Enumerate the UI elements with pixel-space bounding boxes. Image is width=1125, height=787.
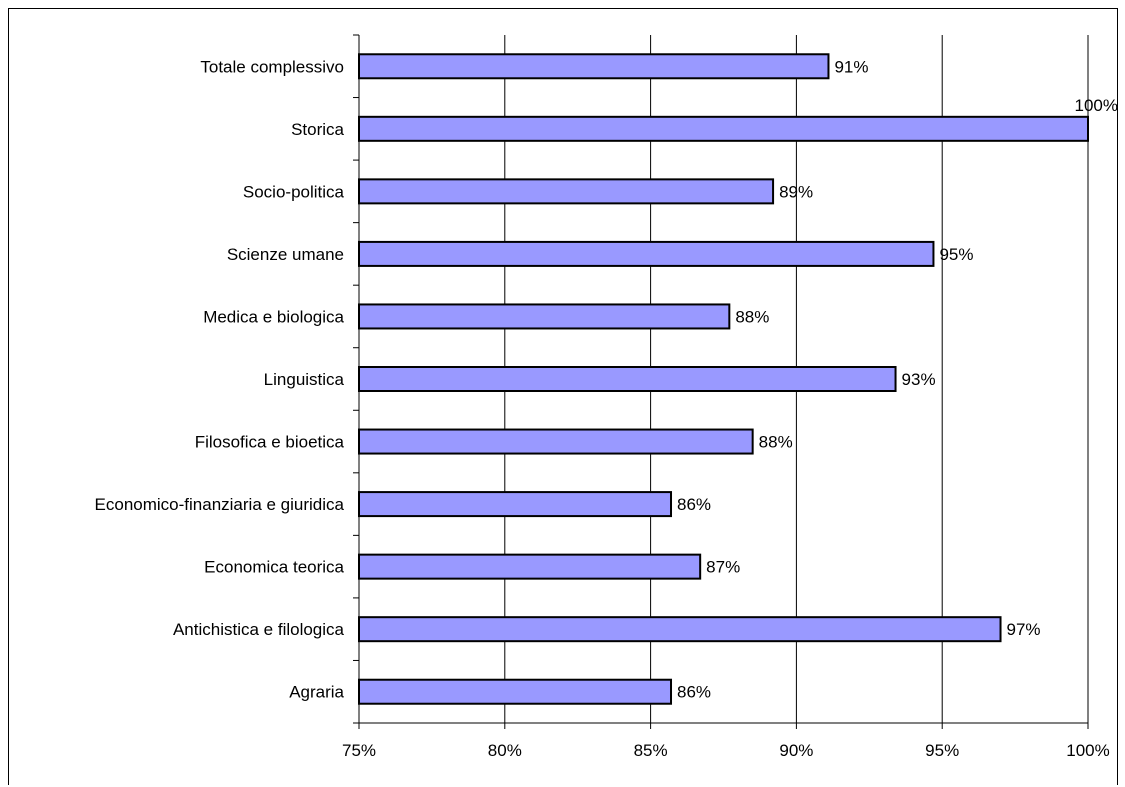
- data-labels: 91% 100% 89% 95% 88% 93% 88% 86% 87% 97% 86%: [677, 57, 1118, 701]
- category-label: Totale complessivo: [200, 57, 344, 76]
- data-label: 86%: [677, 683, 711, 702]
- bar: [358, 553, 702, 580]
- data-label: 100%: [1075, 96, 1118, 115]
- bar: [358, 303, 731, 330]
- data-label: 88%: [735, 307, 769, 326]
- bar: [358, 178, 775, 205]
- category-label: Storica: [291, 120, 344, 139]
- x-tick-label: 95%: [925, 741, 959, 760]
- x-tick-label: 75%: [342, 741, 376, 760]
- axes: [353, 34, 1089, 729]
- category-label: Economica teorica: [204, 558, 344, 577]
- bar: [358, 115, 1089, 142]
- bar: [358, 428, 754, 455]
- data-label: 97%: [1007, 620, 1041, 639]
- bar: [358, 616, 1002, 643]
- data-label: 95%: [939, 245, 973, 264]
- category-label: Linguistica: [264, 370, 345, 389]
- category-label: Antichistica e filologica: [173, 620, 345, 639]
- data-label: 93%: [902, 370, 936, 389]
- x-tick-label: 80%: [488, 741, 522, 760]
- data-label: 89%: [779, 182, 813, 201]
- x-tick-label: 100%: [1066, 741, 1109, 760]
- data-label: 88%: [759, 433, 793, 452]
- bar: [358, 366, 897, 392]
- chart-frame: [8, 8, 1118, 785]
- category-label: Filosofica e bioetica: [195, 433, 345, 452]
- category-label: Economico-finanziaria e giuridica: [95, 495, 345, 514]
- x-tick-label: 85%: [634, 741, 668, 760]
- data-label: 86%: [677, 495, 711, 514]
- x-tick-labels: 75% 80% 85% 90% 95% 100%: [342, 741, 1110, 760]
- category-label: Agraria: [289, 683, 344, 702]
- category-label: Socio-politica: [243, 182, 345, 201]
- x-tick-label: 90%: [779, 741, 813, 760]
- bar: [358, 491, 673, 518]
- category-label: Scienze umane: [227, 245, 344, 264]
- bar: [358, 678, 673, 705]
- data-label: 91%: [834, 57, 868, 76]
- bars: [358, 53, 1089, 705]
- bar: [358, 240, 935, 267]
- bar: [358, 53, 830, 80]
- data-label: 87%: [706, 558, 740, 577]
- category-labels: Totale complessivo Storica Socio-politica S…: [95, 57, 345, 701]
- category-label: Medica e biologica: [203, 307, 344, 326]
